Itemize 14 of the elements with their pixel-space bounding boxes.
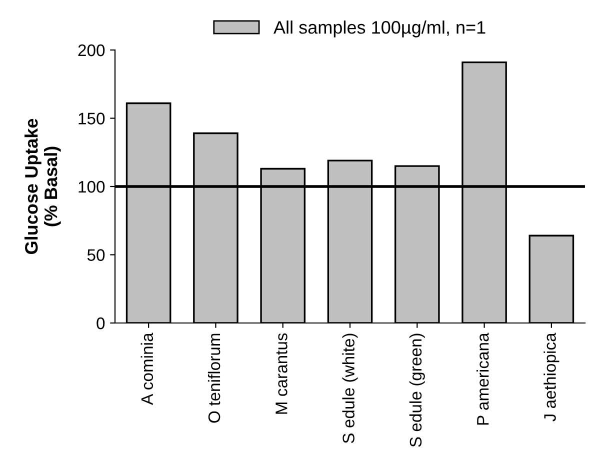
y-axis-title: Glucose Uptake (% Basal): [24, 118, 61, 254]
y-tick-label: 200: [78, 44, 105, 56]
x-tick-label: A cominia: [140, 332, 154, 405]
x-tick-label: P americana: [476, 332, 489, 425]
y-tick-label: 50: [87, 249, 105, 261]
x-tick-label: S edule (white): [342, 334, 358, 444]
x-tick-label: M carantus: [276, 333, 288, 414]
y-tick-label: 150: [78, 112, 105, 124]
x-tick-label: O teniflorum: [208, 334, 220, 423]
x-tick-label: J aethiopica: [544, 332, 560, 422]
y-tick-label: 0: [96, 317, 105, 330]
y-tick-label: 100: [78, 180, 105, 193]
legend-label: All samples 100µg/ml, n=1: [274, 20, 486, 38]
x-tick-label: S edule (green): [409, 334, 425, 447]
